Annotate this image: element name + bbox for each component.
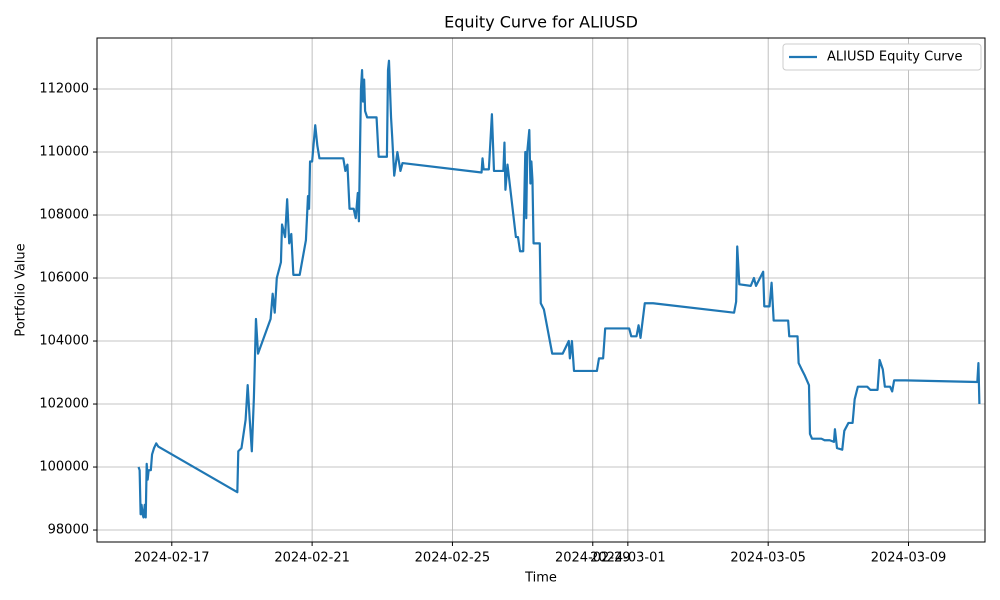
x-tick-label: 2024-03-01 — [590, 551, 666, 566]
chart-title: Equity Curve for ALIUSD — [444, 13, 638, 32]
y-tick-label: 100000 — [39, 460, 89, 475]
y-tick-label: 108000 — [39, 208, 89, 223]
y-tick-label: 110000 — [39, 145, 89, 160]
y-tick-label: 102000 — [39, 397, 89, 412]
x-tick-label: 2024-02-21 — [274, 551, 350, 566]
x-axis-label: Time — [524, 571, 557, 586]
x-tick-label: 2024-02-29 — [555, 551, 631, 566]
x-tick-label: 2024-03-09 — [871, 551, 947, 566]
y-tick-label: 112000 — [39, 82, 89, 97]
equity-line — [137, 59, 981, 519]
x-tick-label: 2024-03-05 — [730, 551, 806, 566]
plot-frame — [96, 37, 986, 543]
x-tick-label: 2024-02-25 — [415, 551, 491, 566]
y-axis-label: Portfolio Value — [14, 243, 29, 336]
legend-box — [782, 43, 982, 71]
legend-label: ALIUSD Equity Curve — [827, 50, 962, 65]
y-tick-label: 98000 — [48, 523, 89, 538]
y-tick-label: 104000 — [39, 334, 89, 349]
y-tick-label: 106000 — [39, 271, 89, 286]
x-tick-label: 2024-02-17 — [134, 551, 210, 566]
